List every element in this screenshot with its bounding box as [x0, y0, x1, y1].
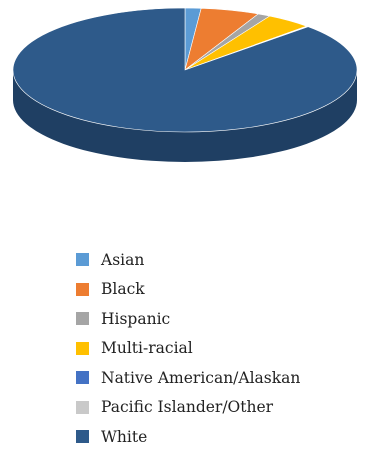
legend-item-asian: Asian [76, 245, 300, 275]
legend-label: Black [101, 280, 145, 299]
pie-slice-white [12, 7, 358, 133]
pie-slice-side-white [13, 70, 357, 162]
legend-label: Multi-racial [101, 339, 193, 358]
legend-item-white: White [76, 422, 300, 452]
legend-swatch [76, 430, 89, 444]
legend-label: Native American/Alaskan [101, 368, 301, 387]
legend-label: Hispanic [101, 309, 171, 328]
legend-label: White [101, 427, 148, 446]
legend-item-multi-racial: Multi-racial [76, 334, 300, 364]
legend-item-hispanic: Hispanic [76, 304, 300, 334]
legend-item-pacific-islander-other: Pacific Islander/Other [76, 393, 300, 423]
pie-chart [12, 7, 358, 162]
legend-item-black: Black [76, 275, 300, 305]
pie-top-layer [12, 7, 358, 133]
legend-swatch [76, 312, 89, 326]
legend: Asian Black Hispanic Multi-racial Native Ame… [76, 245, 300, 452]
pie-side-layer [13, 70, 357, 162]
legend-swatch [76, 371, 89, 385]
legend-item-native-american-alaskan: Native American/Alaskan [76, 363, 300, 393]
legend-label: Asian [101, 250, 145, 269]
legend-label: Pacific Islander/Other [101, 398, 274, 417]
legend-swatch [76, 341, 89, 355]
legend-swatch [76, 253, 89, 267]
legend-swatch [76, 282, 89, 296]
legend-swatch [76, 400, 89, 414]
